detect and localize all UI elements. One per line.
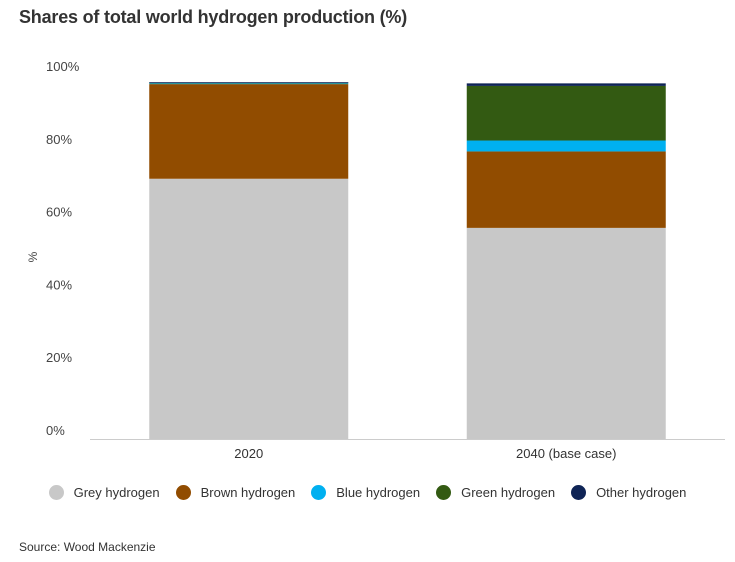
y-axis-ticks: 0% 20% 40% 60% 80% 100% — [46, 59, 80, 438]
y-tick-label: 60% — [46, 205, 72, 220]
legend-item: Other hydrogen — [571, 485, 686, 500]
bar-segment — [466, 140, 666, 152]
bar-segment — [466, 227, 666, 439]
y-axis-title: % — [26, 251, 40, 262]
legend-label: Other hydrogen — [596, 485, 687, 500]
y-tick-label: 80% — [46, 132, 72, 147]
legend-swatch — [436, 485, 452, 500]
y-tick-label: 20% — [46, 350, 72, 365]
bar-segment — [149, 178, 349, 440]
x-tick-label: 2040 (base case) — [516, 446, 616, 461]
legend-swatch — [311, 485, 327, 500]
y-tick-label: 100% — [46, 59, 80, 74]
chart-title: Shares of total world hydrogen productio… — [19, 7, 408, 27]
bars — [149, 82, 666, 440]
legend-swatch — [175, 485, 191, 500]
legend-item: Brown hydrogen — [175, 485, 296, 500]
source-note: Source: Wood Mackenzie — [19, 540, 156, 554]
bar-segment — [466, 151, 666, 228]
legend-item: Grey hydrogen — [48, 485, 160, 500]
legend-label: Brown hydrogen — [200, 485, 296, 500]
legend-swatch — [571, 485, 587, 500]
x-tick-label: 2020 — [234, 446, 263, 461]
legend-label: Blue hydrogen — [336, 485, 421, 500]
bar-segment — [149, 82, 349, 84]
y-tick-label: 0% — [46, 423, 65, 438]
bar-segment — [466, 83, 666, 86]
legend-item: Green hydrogen — [436, 485, 555, 500]
legend: Grey hydrogen Brown hydrogen Blue hydrogen… — [0, 485, 735, 500]
bar-segment — [466, 85, 666, 141]
y-axis-title-text: % — [26, 251, 40, 262]
bar-segment — [149, 83, 349, 85]
legend-swatch — [48, 485, 64, 500]
legend-label: Grey hydrogen — [73, 485, 160, 500]
legend-label: Green hydrogen — [461, 485, 556, 500]
x-axis-ticks: 2020 2040 (base case) — [234, 446, 616, 461]
bar-segment — [149, 84, 349, 179]
y-tick-label: 40% — [46, 277, 72, 292]
legend-item: Blue hydrogen — [311, 485, 420, 500]
